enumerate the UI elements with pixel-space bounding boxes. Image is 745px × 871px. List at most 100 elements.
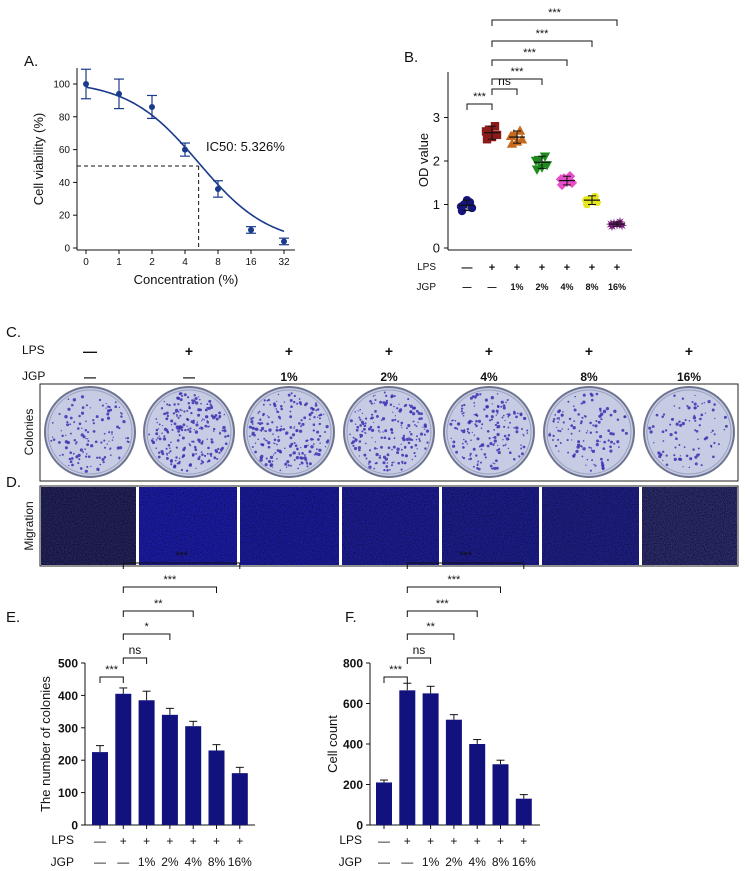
colony-dot (290, 405, 293, 409)
chart-b-ytick-label: 2 (433, 154, 440, 169)
colony-dot (516, 412, 519, 415)
colony-dot (502, 406, 506, 410)
colony-dot (552, 434, 555, 438)
colony-dot (78, 422, 82, 426)
colony-dot (461, 456, 464, 458)
colony-dot (280, 425, 282, 428)
colony-dot (508, 451, 512, 455)
colony-dot (273, 438, 277, 442)
colony-dot (580, 402, 583, 405)
colony-dot (209, 452, 213, 456)
colony-dot (418, 439, 421, 443)
colony-dot (200, 451, 203, 453)
colony-dot (462, 456, 466, 460)
colony-dot (193, 399, 196, 403)
chart-e-sig-label: ns (129, 643, 142, 657)
colony-dot (224, 435, 227, 438)
chart-b-marker (482, 135, 492, 144)
panel-c-lps-value: + (485, 343, 493, 359)
colony-dot (325, 424, 329, 429)
colony-dot (390, 428, 394, 432)
colony-dot (163, 435, 166, 438)
colony-dot (489, 442, 493, 446)
colony-dot (589, 421, 592, 425)
colony-dot (289, 453, 292, 457)
colony-dot (163, 400, 165, 403)
colony-dot (310, 445, 314, 449)
colony-dot (479, 393, 482, 396)
colony-dot (410, 433, 413, 436)
colony-dot (61, 453, 64, 456)
colony-dot (279, 417, 282, 420)
colony-dot (585, 464, 587, 466)
colony-dot (176, 396, 179, 400)
colony-dot (713, 441, 716, 445)
colony-dot (269, 403, 272, 406)
colony-dot (116, 446, 120, 450)
colony-dot (170, 419, 174, 423)
colony-dot (520, 452, 524, 456)
colony-dot (561, 428, 563, 430)
colony-dot (495, 466, 499, 470)
colony-dot (206, 420, 208, 422)
colony-dot (298, 429, 303, 433)
colony-dot (196, 421, 199, 423)
colony-dot (616, 440, 620, 444)
colony-dot (664, 429, 668, 432)
colony-dot (84, 448, 86, 450)
colony-dot (601, 467, 605, 471)
colony-dot (349, 433, 351, 436)
colony-dot (299, 403, 303, 406)
colony-dot (181, 409, 183, 412)
colony-dot (515, 426, 519, 430)
colony-dot (80, 411, 85, 415)
colony-dot (375, 414, 379, 418)
colony-dot (456, 422, 461, 426)
chart-f-ytick-label: 200 (343, 778, 363, 792)
colony-dot (204, 454, 206, 457)
colony-dot (266, 422, 269, 426)
chart-b-jgp-value: — (488, 282, 497, 292)
colony-dot (396, 447, 400, 451)
colony-dot (473, 413, 475, 416)
chart-e-bar (92, 752, 108, 825)
colony-dot (318, 434, 322, 438)
chart-f-sig-label: ns (413, 643, 426, 657)
colony-dot (590, 447, 592, 449)
colony-dot (70, 457, 74, 460)
colony-dot (176, 439, 180, 442)
colony-dot (67, 407, 71, 411)
chart-e-sig-bracket (122, 586, 217, 593)
colony-dot (378, 456, 382, 459)
colony-dot (497, 451, 501, 455)
colony-dot (468, 419, 472, 423)
colony-dot (483, 408, 486, 411)
colony-dot (155, 439, 158, 441)
colony-dot (454, 419, 457, 422)
colony-dot (324, 431, 327, 433)
colony-plate-rim (646, 389, 732, 475)
colony-dot (560, 413, 563, 416)
colony-dot (592, 424, 595, 427)
colony-dot (358, 455, 361, 457)
colony-dot (397, 461, 401, 465)
colony-dot (648, 426, 652, 430)
colony-dot (177, 425, 181, 429)
colony-dot (558, 419, 560, 421)
colony-dot (65, 434, 67, 436)
colony-dot (414, 424, 416, 426)
colony-dot (66, 423, 70, 427)
colony-dot (179, 414, 182, 417)
colony-dot (290, 464, 292, 467)
colony-dot (72, 452, 75, 455)
colony-dot (461, 412, 464, 415)
colony-dot (519, 412, 523, 415)
colony-dot (184, 428, 187, 432)
colony-dot (265, 457, 268, 460)
colony-dot (414, 455, 417, 458)
colony-dot (289, 415, 293, 419)
colony-dot (675, 422, 679, 426)
colony-dot (493, 439, 497, 443)
colony-dot (257, 422, 260, 425)
colony-dot (549, 432, 551, 435)
